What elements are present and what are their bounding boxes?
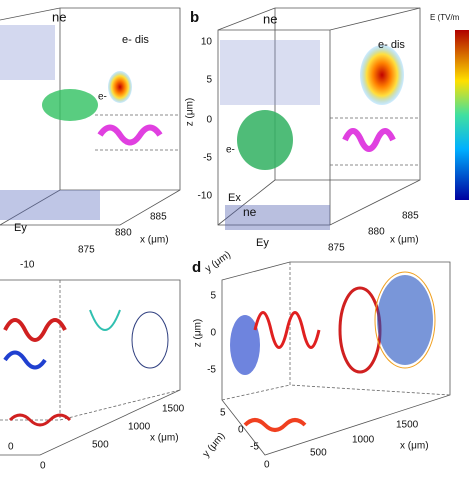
tick: 0 — [238, 425, 244, 436]
electron-label: e- — [98, 92, 107, 103]
edis-label: e- dis — [378, 39, 405, 51]
electron-label: e- — [226, 145, 235, 156]
ey-label: Ey — [14, 222, 27, 234]
tick: 5 — [220, 408, 226, 419]
tick: 0 — [8, 442, 14, 453]
panel-c — [0, 279, 181, 456]
tick: 500 — [92, 440, 109, 451]
panel-label: b — [190, 9, 199, 26]
panel-label: d — [192, 259, 201, 276]
ne-label: ne — [263, 11, 277, 26]
tick: 880 — [368, 227, 385, 238]
tick: 5 — [206, 75, 212, 86]
tick: 0 — [40, 461, 46, 472]
tick: 875 — [328, 243, 345, 254]
tick: 1000 — [128, 422, 151, 433]
tick: 885 — [150, 212, 167, 223]
axis-label: y (μm) — [201, 431, 228, 460]
tick: 500 — [310, 448, 327, 459]
axis-label: x (μm) — [140, 235, 169, 246]
tick: 0 — [210, 328, 216, 339]
ey-label: Ey — [256, 237, 269, 249]
axis-label: z (μm) — [193, 319, 204, 348]
tick: -5 — [207, 365, 216, 376]
axis-label: x (μm) — [400, 441, 429, 452]
tick: 0 — [206, 115, 212, 126]
tick: 1000 — [352, 435, 375, 446]
axis-label: x (μm) — [390, 235, 419, 246]
panel-a — [0, 7, 181, 226]
tick: 10 — [201, 37, 213, 48]
tick: 1500 — [162, 404, 185, 415]
tick: 875 — [78, 245, 95, 256]
tick: 880 — [115, 228, 132, 239]
tick: 1500 — [396, 420, 419, 431]
ne-label: ne — [243, 205, 257, 219]
tick: 5 — [210, 291, 216, 302]
tick: 885 — [402, 211, 419, 222]
colorbar-label: E (TV/m — [430, 13, 460, 22]
tick: -10 — [198, 191, 213, 202]
axis-label: x (μm) — [150, 433, 179, 444]
ex-label: Ex — [228, 192, 241, 204]
edis-label: e- dis — [122, 34, 149, 46]
tick: -10 — [20, 260, 35, 271]
panel-d — [221, 261, 451, 456]
tick: 0 — [264, 460, 270, 471]
ne-label: ne — [52, 9, 66, 24]
axis-label: y (μm) — [203, 249, 233, 274]
tick: -5 — [203, 153, 212, 164]
panel-b — [217, 7, 469, 230]
tick: -5 — [250, 442, 259, 453]
axis-label: z (μm) — [185, 98, 196, 127]
